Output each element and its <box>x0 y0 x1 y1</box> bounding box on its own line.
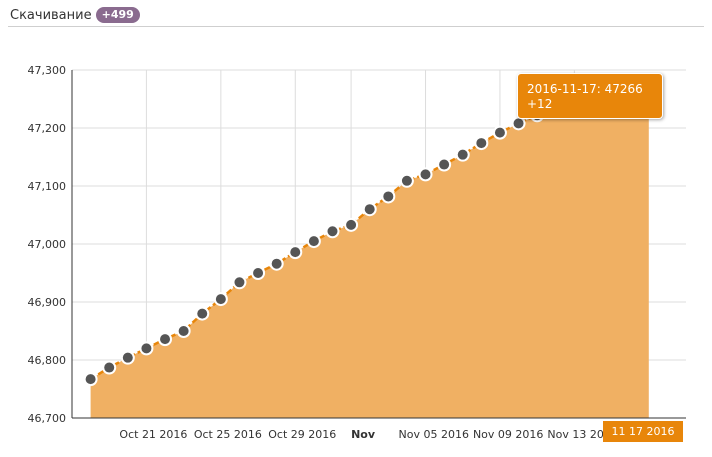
x-tick-label: Nov 09 2016 <box>473 428 543 441</box>
area-fill <box>90 89 649 418</box>
axes <box>71 70 686 419</box>
data-point[interactable] <box>511 116 526 131</box>
data-point[interactable] <box>195 306 210 321</box>
data-point[interactable] <box>139 341 154 356</box>
data-point[interactable] <box>288 245 303 260</box>
tooltip-change: +12 <box>527 97 553 111</box>
data-point[interactable] <box>474 136 489 151</box>
data-point[interactable] <box>213 292 228 307</box>
data-point[interactable] <box>325 224 340 239</box>
crosshair-date-label: 11 17 2016 <box>603 421 683 442</box>
header-divider <box>8 26 704 27</box>
data-point[interactable] <box>455 147 470 162</box>
data-point[interactable] <box>399 173 414 188</box>
data-point[interactable] <box>269 256 284 271</box>
data-point[interactable] <box>344 217 359 232</box>
y-tick-label: 47,200 <box>28 122 67 135</box>
chart-title: Скачивание <box>10 7 92 23</box>
x-tick-label: Nov 05 2016 <box>399 428 469 441</box>
y-tick-label: 46,900 <box>28 296 67 309</box>
data-point[interactable] <box>102 360 117 375</box>
data-point[interactable] <box>232 275 247 290</box>
data-point[interactable] <box>437 157 452 172</box>
data-point[interactable] <box>158 332 173 347</box>
data-point[interactable] <box>306 234 321 249</box>
x-tick-label: Nov 13 2016 <box>547 428 617 441</box>
data-point[interactable] <box>83 372 98 387</box>
data-point[interactable] <box>251 266 266 280</box>
x-tick-label: Oct 29 2016 <box>268 428 336 441</box>
data-point[interactable] <box>362 202 377 217</box>
tooltip-value: 2016-11-17: 47266 <box>527 82 643 96</box>
data-point[interactable] <box>176 324 191 338</box>
data-point[interactable] <box>381 189 396 204</box>
y-tick-label: 47,100 <box>28 180 67 193</box>
change-badge: +499 <box>95 7 140 23</box>
data-point[interactable] <box>120 350 135 365</box>
data-point[interactable] <box>492 125 507 140</box>
y-tick-label: 47,300 <box>28 64 67 77</box>
y-tick-label: 46,700 <box>28 412 67 425</box>
point-tooltip: 2016-11-17: 47266 +12 <box>517 73 663 119</box>
x-tick-label: Nov <box>351 428 376 441</box>
x-tick-label: Oct 21 2016 <box>119 428 187 441</box>
x-axis-ticks: Oct 21 2016 Oct 25 2016 Oct 29 2016 Nov Nov … <box>119 428 617 441</box>
y-axis-ticks: 46,700 46,800 46,900 47,000 47,100 47,200 47,3… <box>28 64 67 425</box>
x-tick-label: Oct 25 2016 <box>194 428 262 441</box>
y-tick-label: 46,800 <box>28 354 67 367</box>
chart-header: Скачивание +499 <box>10 7 140 23</box>
area-fill-layer <box>90 89 649 418</box>
y-tick-label: 47,000 <box>28 238 67 251</box>
data-point[interactable] <box>418 167 433 182</box>
